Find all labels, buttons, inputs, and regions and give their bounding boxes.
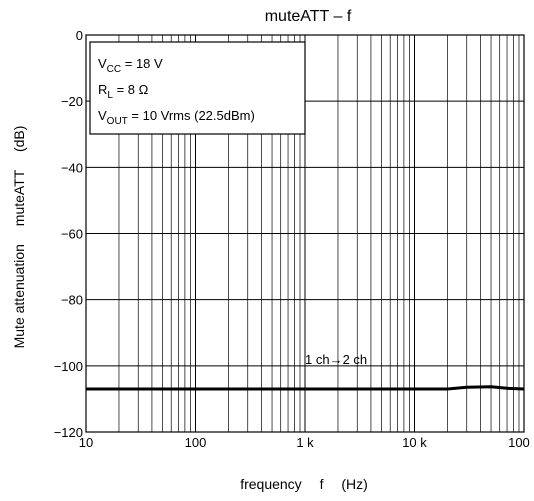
y-tick-label: 0 [76,28,83,43]
y-tick-label: −100 [54,359,83,374]
series-label: 1 ch→2 ch [305,352,367,367]
x-tick-label: 10 [79,435,93,450]
condition-text: VOUT = 10 Vrms (22.5dBm) [98,108,255,127]
chart-title: muteATT – f [265,8,352,25]
condition-text: RL = 8 Ω [98,82,149,101]
y-tick-label: −20 [61,94,83,109]
x-tick-label: 100 [185,435,207,450]
x-axis-label: frequency f (Hz) [240,476,368,492]
condition-text: VCC = 18 V [98,56,163,75]
x-tick-label: 10 k [402,435,427,450]
y-tick-label: −60 [61,227,83,242]
y-tick-label: −120 [54,425,83,440]
x-tick-label: 100 k [508,435,534,450]
series-layer [86,385,525,391]
conditions-box: VCC = 18 V RL = 8 Ω VOUT = 10 Vrms (22.5dB… [89,41,306,135]
y-axis-label: Mute attenuation muteATT (dB) [11,126,27,349]
y-tick-label: −40 [61,160,83,175]
y-tick-label: −80 [61,293,83,308]
conditions-box-frame [89,41,306,135]
series-line [86,385,525,391]
x-tick-label: 1 k [296,435,314,450]
tick-labels: 10 100 1 k 10 k 100 k 0 −20 −40 −60 −80 −100 −120 [54,28,534,450]
plot-frame [85,34,525,433]
